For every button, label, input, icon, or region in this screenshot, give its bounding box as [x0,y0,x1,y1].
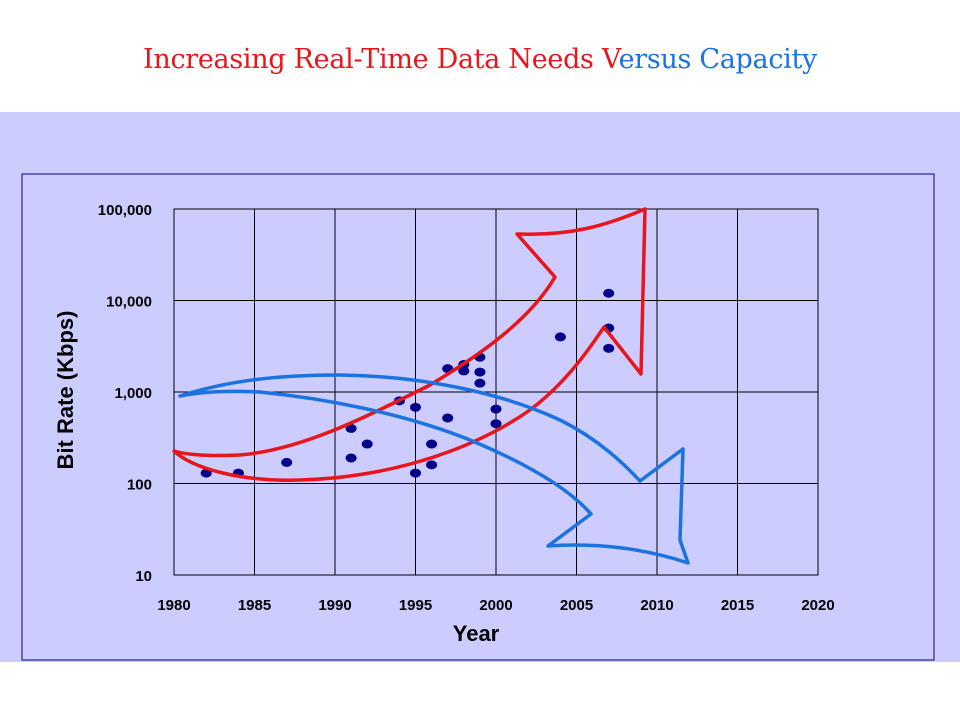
x-axis-title: Year [453,621,500,646]
x-tick-label: 2015 [721,597,754,614]
x-tick-label: 1995 [399,597,432,614]
capacity-arrow [178,373,690,565]
x-tick-label: 2005 [560,597,593,614]
x-tick-label: 1990 [318,597,351,614]
x-tick-label: 2010 [640,597,673,614]
y-tick-label: 100 [127,477,152,494]
data-point [603,343,615,353]
title-capacity-part: ersus Capacity [618,44,818,75]
data-point [426,439,438,449]
data-point [474,367,486,377]
data-point [490,419,502,429]
data-point [410,402,421,412]
data-point [490,404,502,414]
title-needs-part: Increasing Real-Time Data Needs V [143,44,619,75]
y-tick-label: 10 [135,568,152,585]
data-point [554,332,566,342]
x-tick-label: 2020 [801,597,834,614]
data-points [200,288,615,478]
data-point [458,366,470,376]
y-axis-ticks: 10 100 1,000 10,000 100,000 [98,202,152,585]
chart-frame [21,173,935,661]
x-tick-label: 1980 [157,597,190,614]
data-point [345,423,357,433]
x-tick-label: 1985 [238,597,271,614]
x-tick-label: 2000 [479,597,512,614]
x-axis-ticks: 1980 1985 1990 1995 2000 2005 2010 2015 2020 [157,597,834,614]
y-tick-label: 1,000 [114,385,152,402]
data-point [361,439,373,449]
needs-arrow [172,207,647,482]
data-point [442,413,454,423]
y-axis-title: Bit Rate (Kbps) [53,311,78,470]
data-point [345,453,357,463]
data-point [474,378,486,388]
y-tick-label: 100,000 [98,202,152,219]
data-point [426,460,438,470]
data-point [603,288,615,298]
data-point [410,468,421,478]
data-point [281,457,293,467]
y-tick-label: 10,000 [106,294,152,311]
chart-title: Increasing Real-Time Data Needs Versus C… [0,44,960,75]
